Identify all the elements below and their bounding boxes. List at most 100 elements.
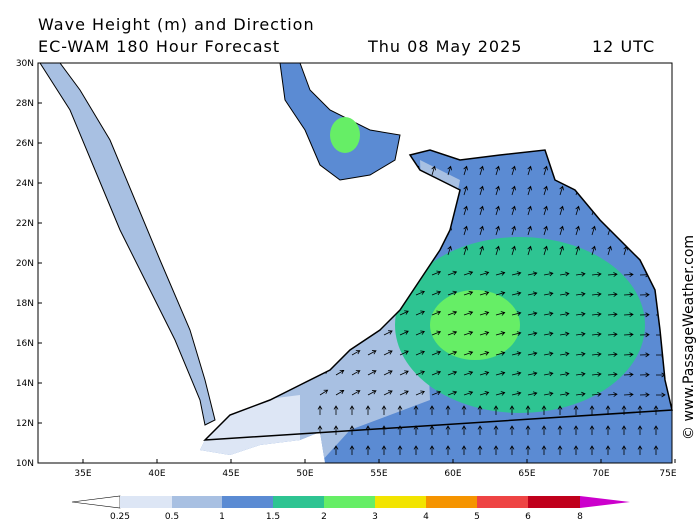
wave-arrow [511, 291, 522, 296]
wave-arrow [541, 445, 547, 455]
wave-arrow [559, 271, 570, 277]
wave-arrow [431, 390, 442, 396]
wave-arrow [543, 185, 549, 196]
wave-arrow [511, 311, 522, 316]
wave-arrow [591, 311, 602, 317]
gulf-peak [330, 117, 360, 153]
wave-arrow [495, 205, 501, 216]
wave-arrow [415, 350, 425, 356]
wave-arrow [495, 391, 506, 396]
wave-arrow [431, 350, 442, 356]
wave-arrow [527, 205, 533, 216]
wave-arrow [591, 271, 602, 277]
wave-arrow [559, 371, 570, 377]
wave-arrow [575, 371, 586, 377]
red-sea [39, 62, 216, 426]
wave-arrow [445, 445, 451, 455]
wave-arrow [479, 290, 490, 296]
wave-arrow [509, 445, 515, 455]
wave-arrow [477, 405, 483, 415]
wave-arrow [653, 425, 659, 435]
wave-arrow [463, 165, 469, 176]
wave-arrow [559, 291, 570, 297]
wave-arrow [447, 245, 453, 256]
lat-label: 16N [16, 339, 34, 349]
wave-arrow [621, 425, 627, 435]
wave-arrow [607, 392, 618, 397]
wave-arrow [607, 332, 618, 337]
wave-arrow [623, 312, 634, 318]
wave-arrow [527, 291, 538, 297]
lon-label: 65E [518, 469, 535, 479]
wave-arrow [527, 271, 538, 277]
wave-arrow [623, 272, 634, 278]
colorbar [71, 495, 630, 509]
wave-arrow [461, 425, 467, 435]
wave-arrow [623, 392, 634, 398]
wave-arrow [493, 405, 499, 415]
wave-arrow [543, 165, 549, 176]
wave-arrow [591, 351, 602, 357]
wave-arrow [621, 445, 627, 455]
wave-arrow [381, 405, 387, 415]
credit: © www.PassageWeather.com [681, 235, 697, 440]
wave-arrow [349, 445, 355, 455]
wave-arrow [397, 405, 403, 415]
wave-arrow [413, 445, 419, 455]
wave-arrow [445, 425, 451, 435]
lon-label: 60E [444, 469, 461, 479]
wave-arrow [591, 291, 602, 297]
wave-arrow [495, 351, 506, 356]
wave-arrow [445, 405, 451, 415]
wave-arrow [463, 330, 474, 336]
wave-arrow [527, 331, 538, 337]
wave-arrow [367, 390, 377, 396]
legend-label: 4 [423, 512, 429, 522]
wave-arrow [477, 425, 483, 435]
wave-arrow [527, 371, 538, 377]
wave-arrow [607, 292, 618, 297]
wave-arrow [607, 312, 618, 317]
wave-arrow [463, 205, 469, 216]
wave-arrow [575, 311, 586, 317]
legend-label: 6 [525, 512, 531, 522]
wave-arrow [639, 332, 650, 338]
lat-label: 12N [16, 419, 34, 429]
wave-arrow [527, 391, 538, 397]
wave-arrow [495, 225, 501, 236]
wave-arrow [479, 205, 485, 216]
wave-arrow [623, 332, 634, 338]
wave-arrow [509, 425, 515, 435]
lon-label: 45E [222, 469, 239, 479]
wave-arrow [463, 310, 474, 316]
wave-arrow [509, 405, 515, 415]
wave-arrow [479, 185, 485, 196]
wave-arrow [447, 390, 458, 396]
wave-arrow [575, 351, 586, 357]
wave-arrow [431, 290, 442, 296]
wave-arrow [511, 271, 522, 276]
wave-arrow [335, 389, 345, 396]
wave-arrow [463, 225, 469, 236]
lat-label: 22N [16, 219, 34, 229]
wave-arrow [543, 291, 554, 297]
legend-label: 8 [577, 512, 583, 522]
wave-arrow [383, 370, 393, 376]
wave-arrow [623, 372, 634, 378]
lat-label: 26N [16, 139, 34, 149]
wave-arrow [365, 405, 371, 415]
wave-arrow [367, 350, 377, 356]
title: Wave Height (m) and Direction [38, 15, 315, 34]
wave-arrow [607, 245, 613, 256]
wave-arrow [559, 245, 565, 256]
legend-label: 0.5 [165, 512, 179, 522]
wave-arrow [463, 370, 474, 376]
lat-label: 10N [16, 459, 34, 469]
wave-arrow [525, 405, 531, 415]
wave-arrow [477, 445, 483, 455]
wave-arrow [655, 392, 666, 398]
lat-label: 24N [16, 179, 34, 189]
wave-arrow [559, 185, 565, 196]
wave-arrow [543, 311, 554, 317]
wave-arrow [479, 225, 485, 236]
